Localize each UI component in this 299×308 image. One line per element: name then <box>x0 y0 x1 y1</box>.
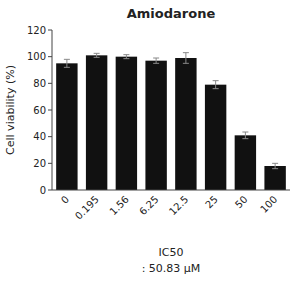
bar <box>175 58 196 190</box>
y-tick-label: 20 <box>33 158 46 169</box>
x-tick-label: 6.25 <box>137 194 161 218</box>
y-tick <box>48 163 52 164</box>
x-tick-label: 0 <box>59 194 71 206</box>
y-tick-label: 120 <box>27 25 46 36</box>
chart-container: Amiodarone 0 20 40 60 80 100 120 Cell viability … <box>0 0 299 308</box>
bar <box>264 166 285 190</box>
y-tick <box>48 110 52 111</box>
y-axis: 0 20 40 60 80 100 120 <box>27 25 52 196</box>
annotation-text: : 50.83 μM <box>142 262 201 275</box>
bar <box>56 63 77 190</box>
y-tick <box>48 83 52 84</box>
error-bar <box>94 53 100 57</box>
error-bar <box>242 132 248 139</box>
x-tick-label: 25 <box>203 194 220 211</box>
error-bar <box>153 58 159 63</box>
x-axis-line <box>52 190 290 191</box>
y-axis-label: Cell viability (%) <box>4 65 17 155</box>
error-bar <box>123 55 129 59</box>
x-tick-label: 50 <box>233 194 250 211</box>
y-axis-line <box>52 30 53 190</box>
bar <box>116 57 137 190</box>
y-tick-label: 100 <box>27 51 46 62</box>
y-tick-label: 0 <box>40 185 46 196</box>
annotation-text: IC50 <box>159 246 184 259</box>
y-tick-label: 40 <box>33 131 46 142</box>
x-tick-label: 12.5 <box>167 194 191 218</box>
bar <box>235 135 256 190</box>
y-tick <box>48 190 52 191</box>
error-bar <box>213 81 219 89</box>
y-tick-label: 80 <box>33 78 46 89</box>
bar <box>145 61 166 190</box>
y-tick <box>48 30 52 31</box>
bar <box>86 55 107 190</box>
x-tick-label: 100 <box>258 194 279 215</box>
x-tick-label: 0.195 <box>73 194 101 222</box>
title: Amiodarone <box>127 6 216 21</box>
error-bar <box>183 53 189 64</box>
x-axis: 00.1951.566.2512.5 25 50 100 <box>52 190 290 222</box>
chart-svg: Amiodarone 0 20 40 60 80 100 120 Cell viability … <box>0 0 299 308</box>
y-tick <box>48 56 52 57</box>
y-tick <box>48 136 52 137</box>
error-bar <box>64 59 70 67</box>
x-tick-label: 1.56 <box>107 194 131 218</box>
annotation: IC50 : 50.83 μM <box>142 246 201 275</box>
bar <box>205 85 226 190</box>
y-tick-label: 60 <box>33 105 46 116</box>
error-bar <box>272 163 278 168</box>
bars <box>56 53 286 190</box>
